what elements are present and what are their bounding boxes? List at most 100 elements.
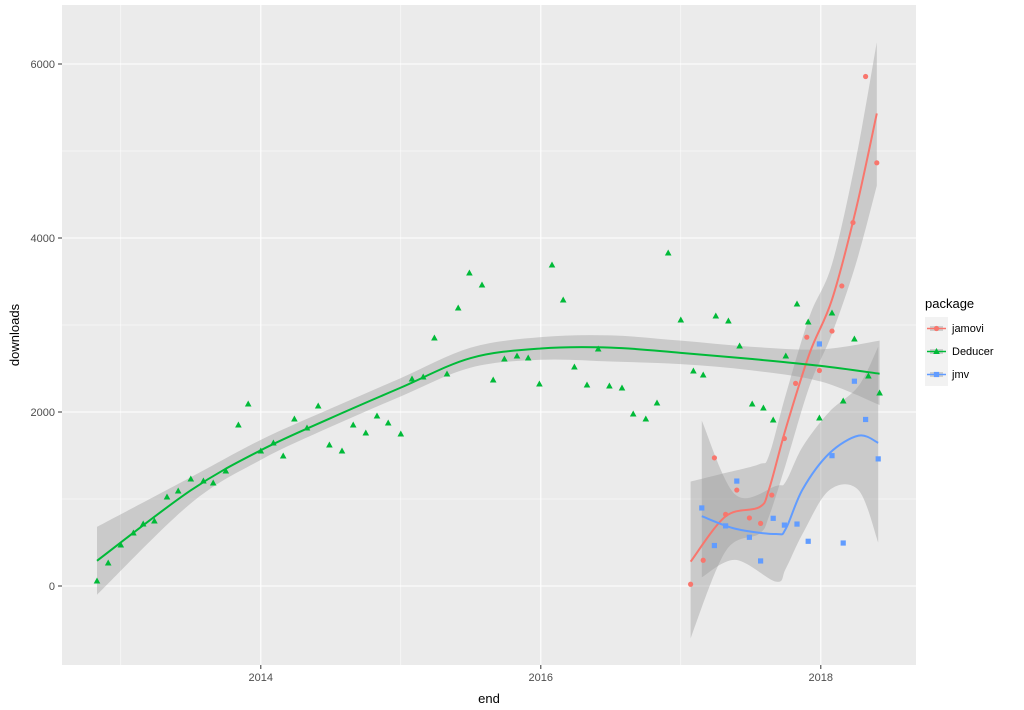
data-point <box>642 415 650 422</box>
data-point <box>804 318 812 325</box>
data-point <box>769 416 777 423</box>
data-point <box>851 378 857 384</box>
data-point <box>829 453 835 459</box>
data-point <box>746 515 753 521</box>
data-point <box>326 441 333 448</box>
confidence-band-jmv <box>701 346 879 582</box>
data-point <box>746 534 752 540</box>
data-point <box>712 312 720 319</box>
grid <box>62 5 916 665</box>
data-point <box>725 317 732 324</box>
data-point <box>349 421 357 428</box>
legend-key-square-icon <box>933 371 940 378</box>
data-point <box>734 478 740 484</box>
smooth-line-deducer <box>96 346 880 562</box>
data-point <box>828 309 836 316</box>
y-axis-label: downloads <box>7 303 22 366</box>
data-point <box>536 380 543 387</box>
plot-panel <box>62 5 916 665</box>
y-tick-label: 2000 <box>31 407 55 419</box>
data-point <box>373 412 381 419</box>
data-point <box>700 557 706 563</box>
legend: package jamovi Deducer jmv <box>925 296 994 386</box>
data-point <box>279 452 287 459</box>
data-point <box>748 400 756 407</box>
data-point <box>734 487 740 493</box>
data-point <box>104 559 112 566</box>
data-point <box>816 367 823 374</box>
data-point <box>829 328 835 334</box>
legend-label: jmv <box>951 369 970 381</box>
y-tick-label: 6000 <box>31 59 55 71</box>
confidence-band-deducer <box>97 335 880 595</box>
data-point <box>548 261 556 268</box>
data-point <box>478 281 486 288</box>
data-point <box>524 354 532 361</box>
data-point <box>816 414 823 421</box>
data-point <box>151 517 158 524</box>
data-point <box>782 352 790 359</box>
smooth-line-jmv <box>701 434 879 536</box>
data-point <box>875 456 881 462</box>
x-tick-label: 2018 <box>809 672 833 684</box>
data-point <box>291 415 298 422</box>
data-point <box>876 389 883 396</box>
data-point <box>174 487 182 494</box>
data-point <box>781 522 787 528</box>
data-point <box>338 447 346 454</box>
data-point <box>513 352 521 359</box>
data-point <box>805 538 811 544</box>
data-point <box>699 505 705 511</box>
x-axis-label: end <box>478 691 500 706</box>
data-point <box>454 304 462 311</box>
data-point <box>244 400 252 407</box>
x-tick-label: 2014 <box>249 672 273 684</box>
data-point <box>163 493 171 500</box>
data-point <box>466 269 473 276</box>
data-point <box>839 397 847 404</box>
data-point <box>688 581 694 587</box>
data-point <box>851 335 858 342</box>
data-point <box>117 541 125 548</box>
legend-label: jamovi <box>951 323 984 335</box>
data-point <box>559 296 567 303</box>
data-point <box>431 334 438 341</box>
data-point <box>699 371 707 378</box>
data-point <box>501 355 508 362</box>
y-tick-label: 0 <box>49 581 55 593</box>
data-point <box>93 577 101 584</box>
smooth-lines <box>96 113 880 563</box>
data-point <box>769 492 775 498</box>
data-point <box>804 334 810 340</box>
data-point <box>653 399 661 406</box>
data-point <box>690 367 697 374</box>
data-point <box>594 345 602 352</box>
data-point <box>571 363 578 370</box>
data-point <box>384 419 392 426</box>
x-tick-label: 2016 <box>529 672 553 684</box>
data-point <box>489 376 497 383</box>
data-point <box>629 410 637 417</box>
data-point <box>583 381 591 388</box>
legend-label: Deducer <box>952 346 994 358</box>
data-point <box>362 429 370 436</box>
data-point <box>209 479 217 486</box>
legend-title: package <box>925 296 974 311</box>
data-points <box>93 73 883 587</box>
data-point <box>677 316 685 323</box>
axis-ticks: 2014 2016 2018 0 2000 4000 6000 <box>31 59 834 684</box>
smooth-line-jamovi <box>689 113 878 563</box>
data-point <box>736 342 743 349</box>
data-point <box>863 73 869 80</box>
data-point <box>758 520 764 526</box>
data-point <box>794 521 800 527</box>
data-point <box>793 300 801 307</box>
data-point <box>816 341 822 347</box>
data-point <box>839 283 845 289</box>
legend-key-circle-icon <box>933 325 940 332</box>
data-point <box>874 160 880 166</box>
data-point <box>187 475 195 482</box>
data-point <box>314 402 322 409</box>
data-point <box>840 540 846 546</box>
